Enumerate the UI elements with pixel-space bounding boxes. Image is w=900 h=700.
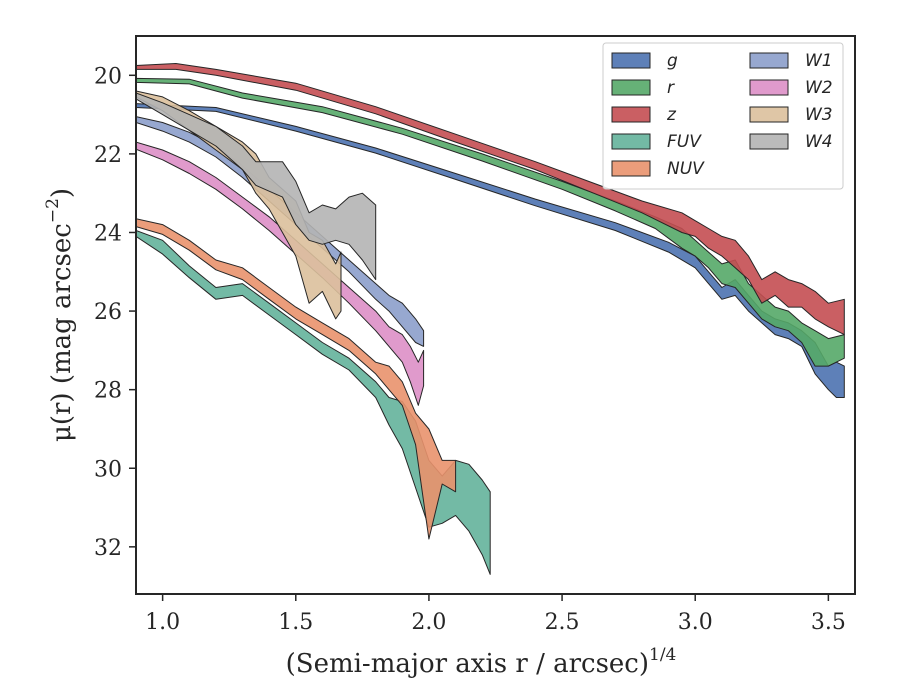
legend-swatch-fuv <box>611 133 651 150</box>
series-band-nuv <box>136 218 457 540</box>
x-axis-ticks: 1.0 1.5 2.0 2.5 3.0 3.5 <box>145 594 846 635</box>
y-tick-label: 22 <box>94 143 122 168</box>
series-band-fuv <box>136 230 491 575</box>
legend-swatch-w1 <box>749 52 789 69</box>
x-tick-label: 2.0 <box>411 610 446 635</box>
legend-label-w4: W4 <box>805 132 833 152</box>
x-tick-label: 2.5 <box>545 610 580 635</box>
y-axis-ticks: 20 22 24 26 28 30 32 <box>94 64 136 561</box>
legend-swatch-w4 <box>749 133 789 150</box>
series-band-w4 <box>136 92 377 281</box>
x-tick-label: 1.5 <box>278 610 313 635</box>
x-axis-label-exponent: 1/4 <box>649 645 676 665</box>
legend-label-nuv: NUV <box>667 159 705 179</box>
series-band-g <box>136 103 845 398</box>
plot-frame <box>135 35 856 595</box>
legend-label-w1: W1 <box>805 51 833 71</box>
legend-swatch-g <box>611 52 651 69</box>
legend-swatch-z <box>611 106 651 123</box>
y-axis-label-close: ) <box>47 188 77 198</box>
legend-label-z: z <box>666 105 677 125</box>
legend-swatch-w3 <box>749 106 789 123</box>
x-tick-label: 3.5 <box>811 610 846 635</box>
y-tick-label: 24 <box>94 221 122 246</box>
y-axis-label: μ(r) (mag arcsec−2) <box>43 188 77 442</box>
legend-swatch-w2 <box>749 79 789 96</box>
y-tick-label: 32 <box>94 536 122 561</box>
y-axis-label-exponent: −2 <box>43 198 63 223</box>
legend-label-g: g <box>667 51 678 71</box>
legend-label-fuv: FUV <box>667 132 702 152</box>
y-tick-label: 20 <box>94 64 122 89</box>
legend-label-w2: W2 <box>805 78 833 98</box>
x-tick-label: 3.0 <box>678 610 713 635</box>
legend-swatch-nuv <box>611 160 651 177</box>
y-tick-label: 30 <box>94 457 122 482</box>
series-band-w3 <box>136 90 342 320</box>
y-tick-label: 26 <box>94 300 122 325</box>
legend-label-w3: W3 <box>805 105 833 125</box>
x-tick-label: 1.0 <box>145 610 180 635</box>
legend-label-r: r <box>667 78 675 98</box>
legend: grz FUV NUV W1 W2 W3 W4 <box>602 42 844 190</box>
series-band-w2 <box>136 141 425 406</box>
y-tick-label: 28 <box>94 379 122 404</box>
legend-swatch-r <box>611 79 651 96</box>
x-axis-label: (Semi-major axis r / arcsec)1/4 <box>286 645 677 679</box>
